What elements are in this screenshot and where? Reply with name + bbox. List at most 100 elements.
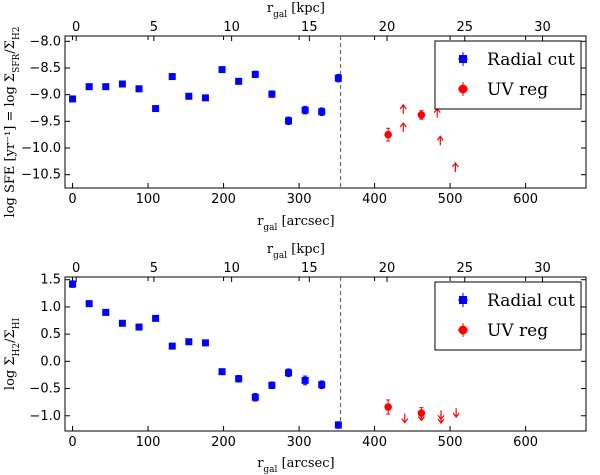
data-point	[218, 66, 226, 74]
data-point	[152, 314, 160, 322]
x-tick-label: 600	[513, 435, 538, 450]
top-tick-label: 25	[456, 261, 473, 276]
limit-arrow-head	[399, 103, 407, 110]
data-point	[417, 111, 426, 119]
x-tick-label: 400	[362, 192, 387, 207]
data-point	[102, 83, 110, 91]
y-tick-label: −1.0	[29, 409, 61, 424]
y-axis-label: log SFE [yr⁻¹] = log ΣSFR/ΣH2	[3, 27, 22, 218]
data-point	[69, 280, 77, 288]
data-point	[168, 342, 176, 350]
data-point	[334, 421, 342, 429]
data-point	[135, 85, 143, 93]
data-point	[185, 338, 193, 346]
x-tick-label: 600	[513, 192, 538, 207]
top-tick-label: 30	[534, 261, 551, 276]
y-tick-label: −9.5	[29, 114, 61, 129]
data-point	[135, 323, 143, 331]
x-tick-label: 200	[211, 435, 236, 450]
top-tick-label: 15	[301, 20, 318, 35]
data-point	[318, 108, 326, 116]
limit-arrow-head	[401, 418, 409, 424]
data-point	[251, 393, 259, 401]
y-tick-label: −0.5	[29, 382, 61, 397]
data-point	[235, 375, 243, 383]
plot-frame	[64, 35, 587, 189]
data-point	[118, 319, 126, 327]
limit-arrows	[401, 408, 460, 425]
legend-label: Radial cut	[487, 291, 575, 311]
x-tick-label: 500	[438, 435, 463, 450]
y-tick-label: 0.0	[40, 354, 61, 369]
top-tick-label: 20	[379, 20, 396, 35]
x-tick-label: 100	[136, 435, 161, 450]
data-point	[251, 70, 259, 78]
top-tick-label: 0	[72, 261, 80, 276]
y-tick-label: 1.5	[40, 273, 61, 288]
data-point	[118, 80, 126, 88]
limit-arrow-head	[417, 416, 425, 422]
y-axis-label: log ΣH2/ΣHI	[3, 317, 22, 390]
legend-marker	[458, 84, 468, 94]
x-tick-label: 300	[287, 435, 312, 450]
top-tick-label: 0	[72, 20, 80, 35]
legend-marker	[458, 325, 468, 335]
top-axis-label: rgal [kpc]	[267, 242, 325, 261]
legend-label: UV reg	[487, 321, 548, 341]
data-point	[102, 308, 110, 316]
data-point	[384, 403, 392, 411]
top-panel-sfe: 0 100 200 300 400 500 600 0 5 10 15 20 25 30 −10.5 −10.…	[3, 1, 587, 233]
data-point	[384, 130, 392, 139]
top-axis-label: rgal [kpc]	[267, 1, 325, 20]
top-tick-label: 30	[534, 20, 551, 35]
series-radial-cut	[69, 280, 342, 429]
limit-arrow-head	[451, 162, 459, 168]
data-point	[268, 90, 276, 98]
y-tick-label: −8.0	[29, 34, 61, 49]
legend: Radial cut UV reg	[434, 281, 582, 351]
x-tick-label: 300	[287, 192, 312, 207]
y-tick-label: −10.0	[21, 141, 61, 156]
data-point	[318, 381, 326, 389]
data-point	[285, 369, 293, 377]
data-point	[285, 117, 293, 125]
top-tick-label: 15	[301, 261, 318, 276]
top-tick-label: 5	[150, 261, 158, 276]
legend: Radial cut UV reg	[434, 40, 582, 110]
data-point	[152, 105, 160, 113]
x-tick-label: 400	[362, 435, 387, 450]
bottom-panel-gas-ratio: 0 100 200 300 400 500 600 0 5 10 15 20 25 30 −1.0 −0.5 0…	[3, 242, 587, 475]
x-tick-label: 500	[438, 192, 463, 207]
legend-label: Radial cut	[487, 50, 575, 70]
limit-arrow-head	[437, 418, 445, 425]
limit-arrow-head	[436, 135, 444, 141]
y-tick-label: −8.5	[29, 61, 61, 76]
top-tick-label: 10	[223, 20, 240, 35]
x-tick-label: 200	[211, 192, 236, 207]
top-tick-label: 10	[223, 261, 240, 276]
y-tick-label: 0.5	[40, 327, 61, 342]
data-point	[185, 92, 193, 100]
limit-arrow-head	[452, 412, 460, 419]
y-tick-label: −9.0	[29, 88, 61, 103]
legend-box	[434, 281, 582, 351]
data-point	[201, 94, 209, 102]
x-tick-label: 100	[136, 192, 161, 207]
x-tick-label: 0	[68, 435, 76, 450]
data-point	[218, 368, 226, 376]
x-axis-label: rgal [arcsec]	[257, 456, 334, 475]
data-point	[69, 95, 77, 103]
top-tick-label: 5	[150, 20, 158, 35]
top-tick-label: 25	[456, 20, 473, 35]
legend-marker	[459, 296, 467, 304]
legend-marker	[459, 55, 467, 63]
limit-arrow-head	[399, 122, 407, 128]
data-point	[334, 74, 342, 82]
limit-arrows	[399, 103, 459, 172]
series-uv-reg	[384, 110, 426, 142]
data-point	[201, 339, 209, 347]
data-point	[268, 381, 276, 389]
x-axis-label: rgal [arcsec]	[257, 214, 334, 233]
legend-label: UV reg	[487, 80, 548, 100]
